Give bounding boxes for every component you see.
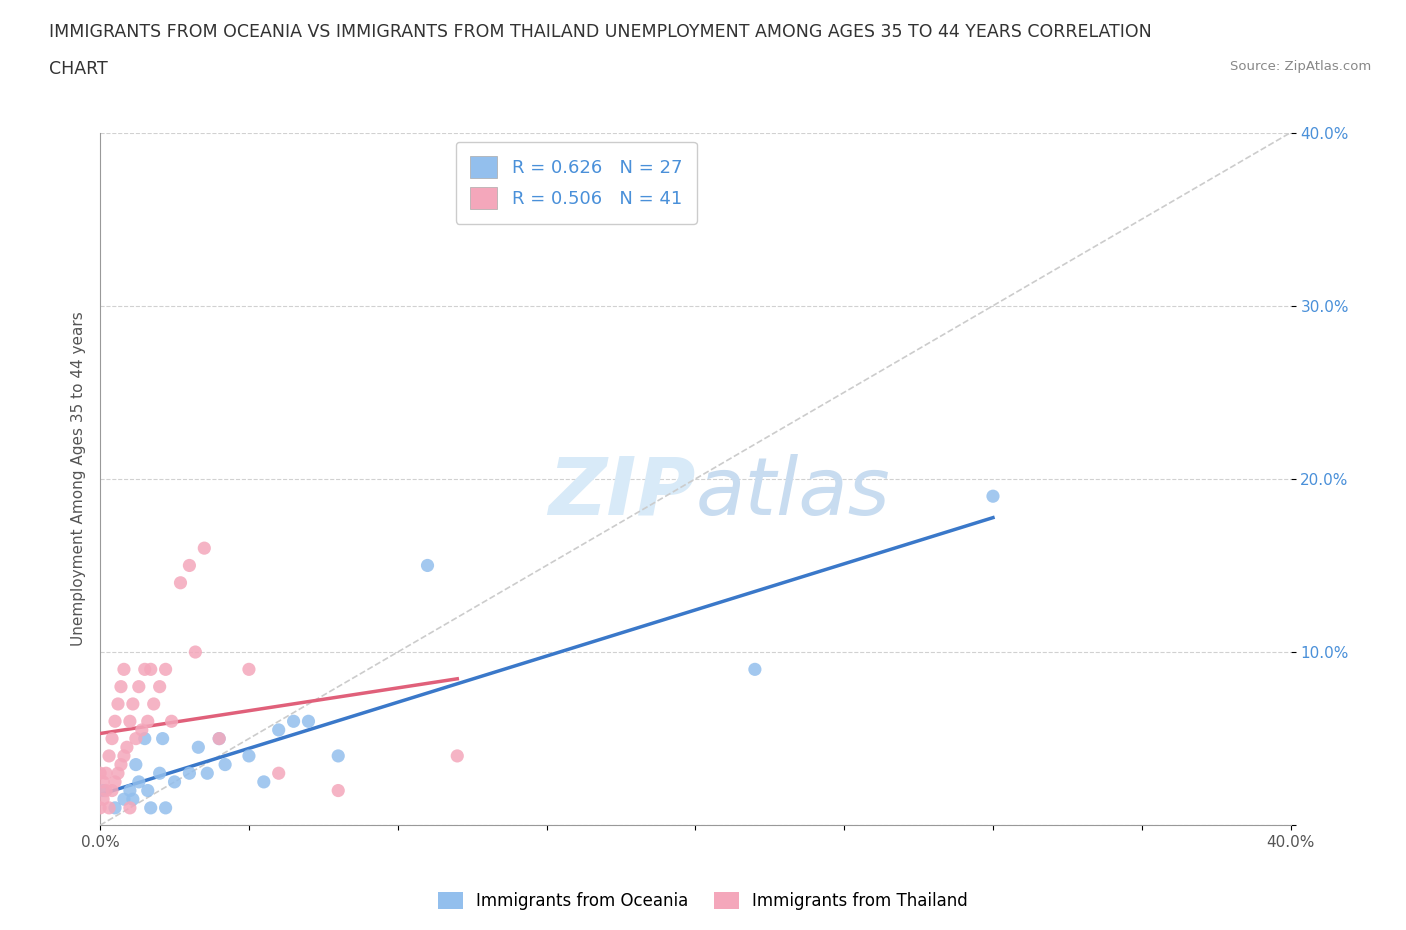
Point: [283, 714, 305, 729]
Point: [98, 749, 121, 764]
Point: [328, 749, 350, 764]
Point: [155, 801, 177, 816]
Point: [94, 765, 117, 780]
Text: ZIP: ZIP: [548, 454, 696, 532]
Point: [136, 714, 159, 729]
Point: [118, 783, 141, 798]
Point: [91, 775, 114, 790]
Point: [152, 731, 174, 746]
Point: [744, 662, 766, 677]
Point: [128, 679, 150, 694]
Point: [94, 783, 117, 798]
Point: [134, 731, 156, 746]
Point: [187, 740, 209, 755]
Point: [238, 749, 260, 764]
Point: [107, 765, 129, 780]
Point: [101, 783, 124, 798]
Point: [238, 662, 260, 677]
Point: [107, 697, 129, 711]
Point: [179, 765, 201, 780]
Point: [981, 489, 1004, 504]
Point: [104, 714, 127, 729]
Point: [139, 662, 162, 677]
Point: [112, 662, 135, 677]
Point: [110, 679, 132, 694]
Point: [155, 662, 177, 677]
Point: [184, 644, 207, 659]
Point: [104, 775, 127, 790]
Text: IMMIGRANTS FROM OCEANIA VS IMMIGRANTS FROM THAILAND UNEMPLOYMENT AMONG AGES 35 T: IMMIGRANTS FROM OCEANIA VS IMMIGRANTS FR…: [49, 23, 1152, 41]
Point: [446, 749, 468, 764]
Point: [149, 765, 172, 780]
Point: [89, 801, 111, 816]
Point: [121, 791, 143, 806]
Point: [115, 740, 138, 755]
Point: [110, 757, 132, 772]
Point: [118, 714, 141, 729]
Y-axis label: Unemployment Among Ages 35 to 44 years: Unemployment Among Ages 35 to 44 years: [72, 312, 86, 646]
Point: [179, 558, 201, 573]
Legend: Immigrants from Oceania, Immigrants from Thailand: Immigrants from Oceania, Immigrants from…: [432, 885, 974, 917]
Point: [195, 765, 218, 780]
Point: [89, 765, 111, 780]
Point: [416, 558, 439, 573]
Point: [91, 783, 114, 798]
Point: [112, 791, 135, 806]
Point: [142, 697, 165, 711]
Point: [208, 731, 231, 746]
Point: [136, 783, 159, 798]
Point: [253, 775, 276, 790]
Point: [208, 731, 231, 746]
Point: [214, 757, 236, 772]
Text: atlas: atlas: [696, 454, 890, 532]
Point: [118, 801, 141, 816]
Legend: R = 0.626   N = 27, R = 0.506   N = 41: R = 0.626 N = 27, R = 0.506 N = 41: [456, 141, 697, 223]
Text: Source: ZipAtlas.com: Source: ZipAtlas.com: [1230, 60, 1371, 73]
Point: [149, 679, 172, 694]
Point: [267, 765, 290, 780]
Point: [134, 662, 156, 677]
Point: [139, 801, 162, 816]
Point: [160, 714, 183, 729]
Point: [131, 723, 153, 737]
Point: [98, 801, 121, 816]
Point: [193, 540, 215, 555]
Point: [91, 791, 114, 806]
Point: [104, 801, 127, 816]
Point: [169, 576, 191, 591]
Point: [112, 749, 135, 764]
Point: [297, 714, 319, 729]
Point: [121, 697, 143, 711]
Point: [125, 731, 148, 746]
Point: [128, 775, 150, 790]
Point: [328, 783, 350, 798]
Point: [101, 731, 124, 746]
Point: [163, 775, 186, 790]
Point: [267, 723, 290, 737]
Text: CHART: CHART: [49, 60, 108, 78]
Point: [125, 757, 148, 772]
